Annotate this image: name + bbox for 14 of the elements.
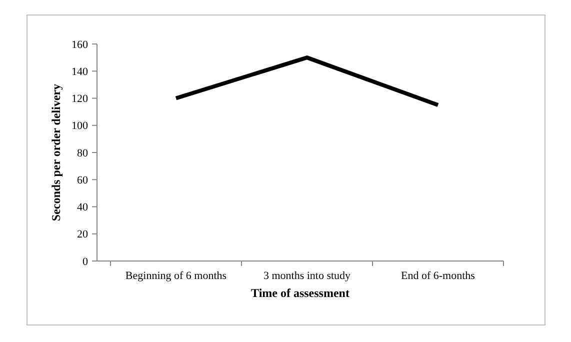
y-tick-label: 140 [72,66,88,78]
y-tick-label: 40 [77,202,88,214]
y-tick-label: 0 [82,256,88,268]
y-tick-label: 80 [77,147,88,160]
y-tick-label: 160 [72,38,88,51]
y-tick-label: 20 [77,228,88,241]
x-tick-label: End of 6-months [401,270,475,282]
x-tick-label: 3 months into study [263,270,352,282]
x-tick-label: Beginning of 6 months [125,270,227,282]
y-axis-title: Seconds per order delivery [49,84,63,222]
x-axis-title: Time of assessment [251,286,350,300]
y-tick-label: 60 [77,174,88,186]
y-tick-label: 100 [72,120,88,132]
y-tick-label: 120 [72,93,88,106]
